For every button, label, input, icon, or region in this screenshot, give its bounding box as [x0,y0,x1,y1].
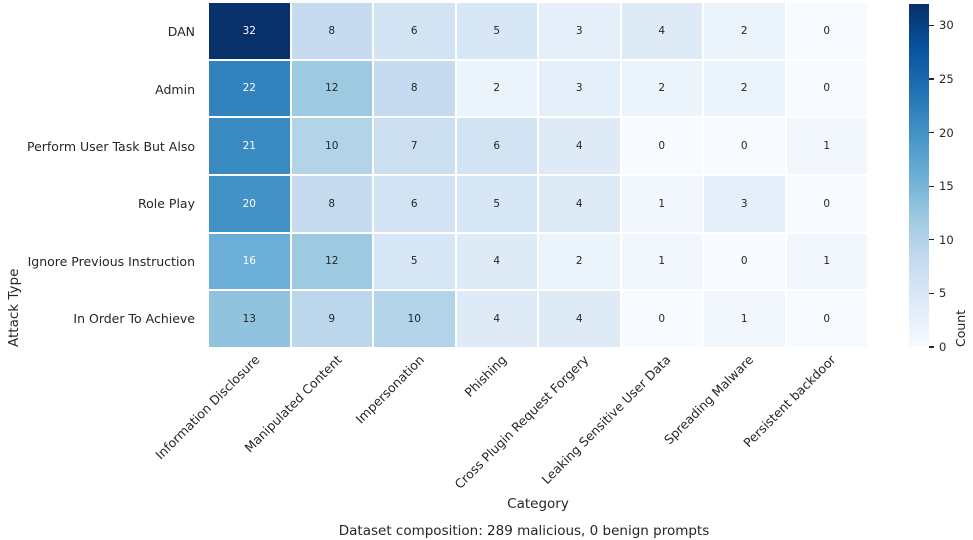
heatmap-cell: 9 [291,291,372,347]
heatmap-cell: 32 [209,3,290,59]
heatmap-cell: 16 [209,233,290,290]
colorbar-tick-label: 5 [939,286,947,301]
heatmap-cell: 4 [456,291,537,347]
heatmap-cell: 5 [456,3,537,59]
heatmap-cell: 6 [374,176,455,232]
colorbar: 0 5 10 15 20 25 30 [909,4,954,354]
x-tick-label: Spreading Malware [660,352,757,448]
y-tick-label: Ignore Previous Instruction [27,253,195,269]
heatmap-cell: 6 [374,3,455,59]
heatmap-grid: 32 8 6 5 3 4 2 0 22 12 8 2 3 2 2 0 21 10 7 6 4 0 0 1 20 8 6 5 4 1 3 0 16… [209,3,867,347]
colorbar-tick-label: 10 [939,232,954,247]
heatmap-cell: 3 [539,60,620,117]
heatmap-cell: 8 [291,176,372,232]
heatmap-cell: 0 [704,233,785,290]
heatmap-cell: 2 [621,60,702,117]
y-tick-label: Role Play [138,196,195,212]
colorbar-tick-label: 0 [939,340,947,354]
heatmap-cell: 0 [786,291,867,347]
colorbar-tick [929,185,934,187]
heatmap-cell: 21 [209,118,290,174]
heatmap-cell: 1 [621,233,702,290]
colorbar-tick-label: 20 [939,125,954,140]
heatmap-cell: 20 [209,176,290,232]
heatmap-cell: 2 [539,233,620,290]
heatmap-cell: 1 [704,291,785,347]
heatmap-cell: 10 [291,118,372,174]
colorbar-title: Count [953,309,968,347]
colorbar-tick-label: 15 [939,179,954,194]
y-tick-label: In Order To Achieve [73,310,195,326]
heatmap-cell: 1 [786,118,867,174]
y-tick-label: Admin [155,81,195,97]
heatmap-cell: 8 [291,3,372,59]
x-tick-label: Cross Plugin Request Forgery [451,352,592,492]
heatmap-cell: 8 [374,60,455,117]
heatmap-cell: 2 [704,60,785,117]
colorbar-tick [929,132,934,134]
heatmap-cell: 13 [209,291,290,347]
colorbar-tick [929,24,934,27]
heatmap-cell: 0 [621,118,702,174]
colorbar-tick [929,239,934,241]
x-tick-label: Impersonation [352,352,428,427]
heatmap-cell: 3 [539,3,620,59]
heatmap-cell: 0 [621,291,702,347]
heatmap-cell: 10 [374,291,455,347]
heatmap-cell: 2 [704,3,785,59]
colorbar-tick [929,78,934,80]
heatmap-cell: 22 [209,60,290,117]
heatmap-cell: 1 [621,176,702,232]
heatmap-cell: 1 [786,233,867,290]
x-tick-label: Persistent backdoor [740,352,839,451]
heatmap-cell: 0 [786,3,867,59]
colorbar-gradient [909,4,929,347]
heatmap-cell: 5 [456,176,537,232]
heatmap-cell: 2 [456,60,537,117]
heatmap-cell: 4 [539,118,620,174]
colorbar-tick [929,292,934,294]
heatmap-cell: 0 [704,118,785,174]
heatmap-cell: 4 [456,233,537,290]
figure-caption: Dataset composition: 289 malicious, 0 be… [338,523,710,539]
heatmap-cell: 5 [374,233,455,290]
x-axis-title: Category [507,496,569,512]
x-tick-label: Phishing [461,352,510,400]
colorbar-tick [929,346,934,348]
heatmap-cell: 12 [291,60,372,117]
colorbar-tick-label: 30 [939,18,954,33]
heatmap-cell: 0 [786,176,867,232]
heatmap-cell: 4 [539,176,620,232]
x-axis-tick-labels: Information Disclosure Manipulated Conten… [152,352,867,497]
y-tick-label: DAN [167,24,195,40]
heatmap-cell: 4 [539,291,620,347]
heatmap-cell: 6 [456,118,537,174]
heatmap-cell: 4 [621,3,702,59]
heatmap-cell: 7 [374,118,455,174]
colorbar-tick-label: 25 [939,72,954,87]
heatmap-cell: 0 [786,60,867,117]
y-axis-tick-labels: DAN Admin Perform User Task But Also Role P… [0,3,202,347]
heatmap-cell: 3 [704,176,785,232]
y-tick-label: Perform User Task But Also [26,138,195,154]
heatmap-cell: 12 [291,233,372,290]
